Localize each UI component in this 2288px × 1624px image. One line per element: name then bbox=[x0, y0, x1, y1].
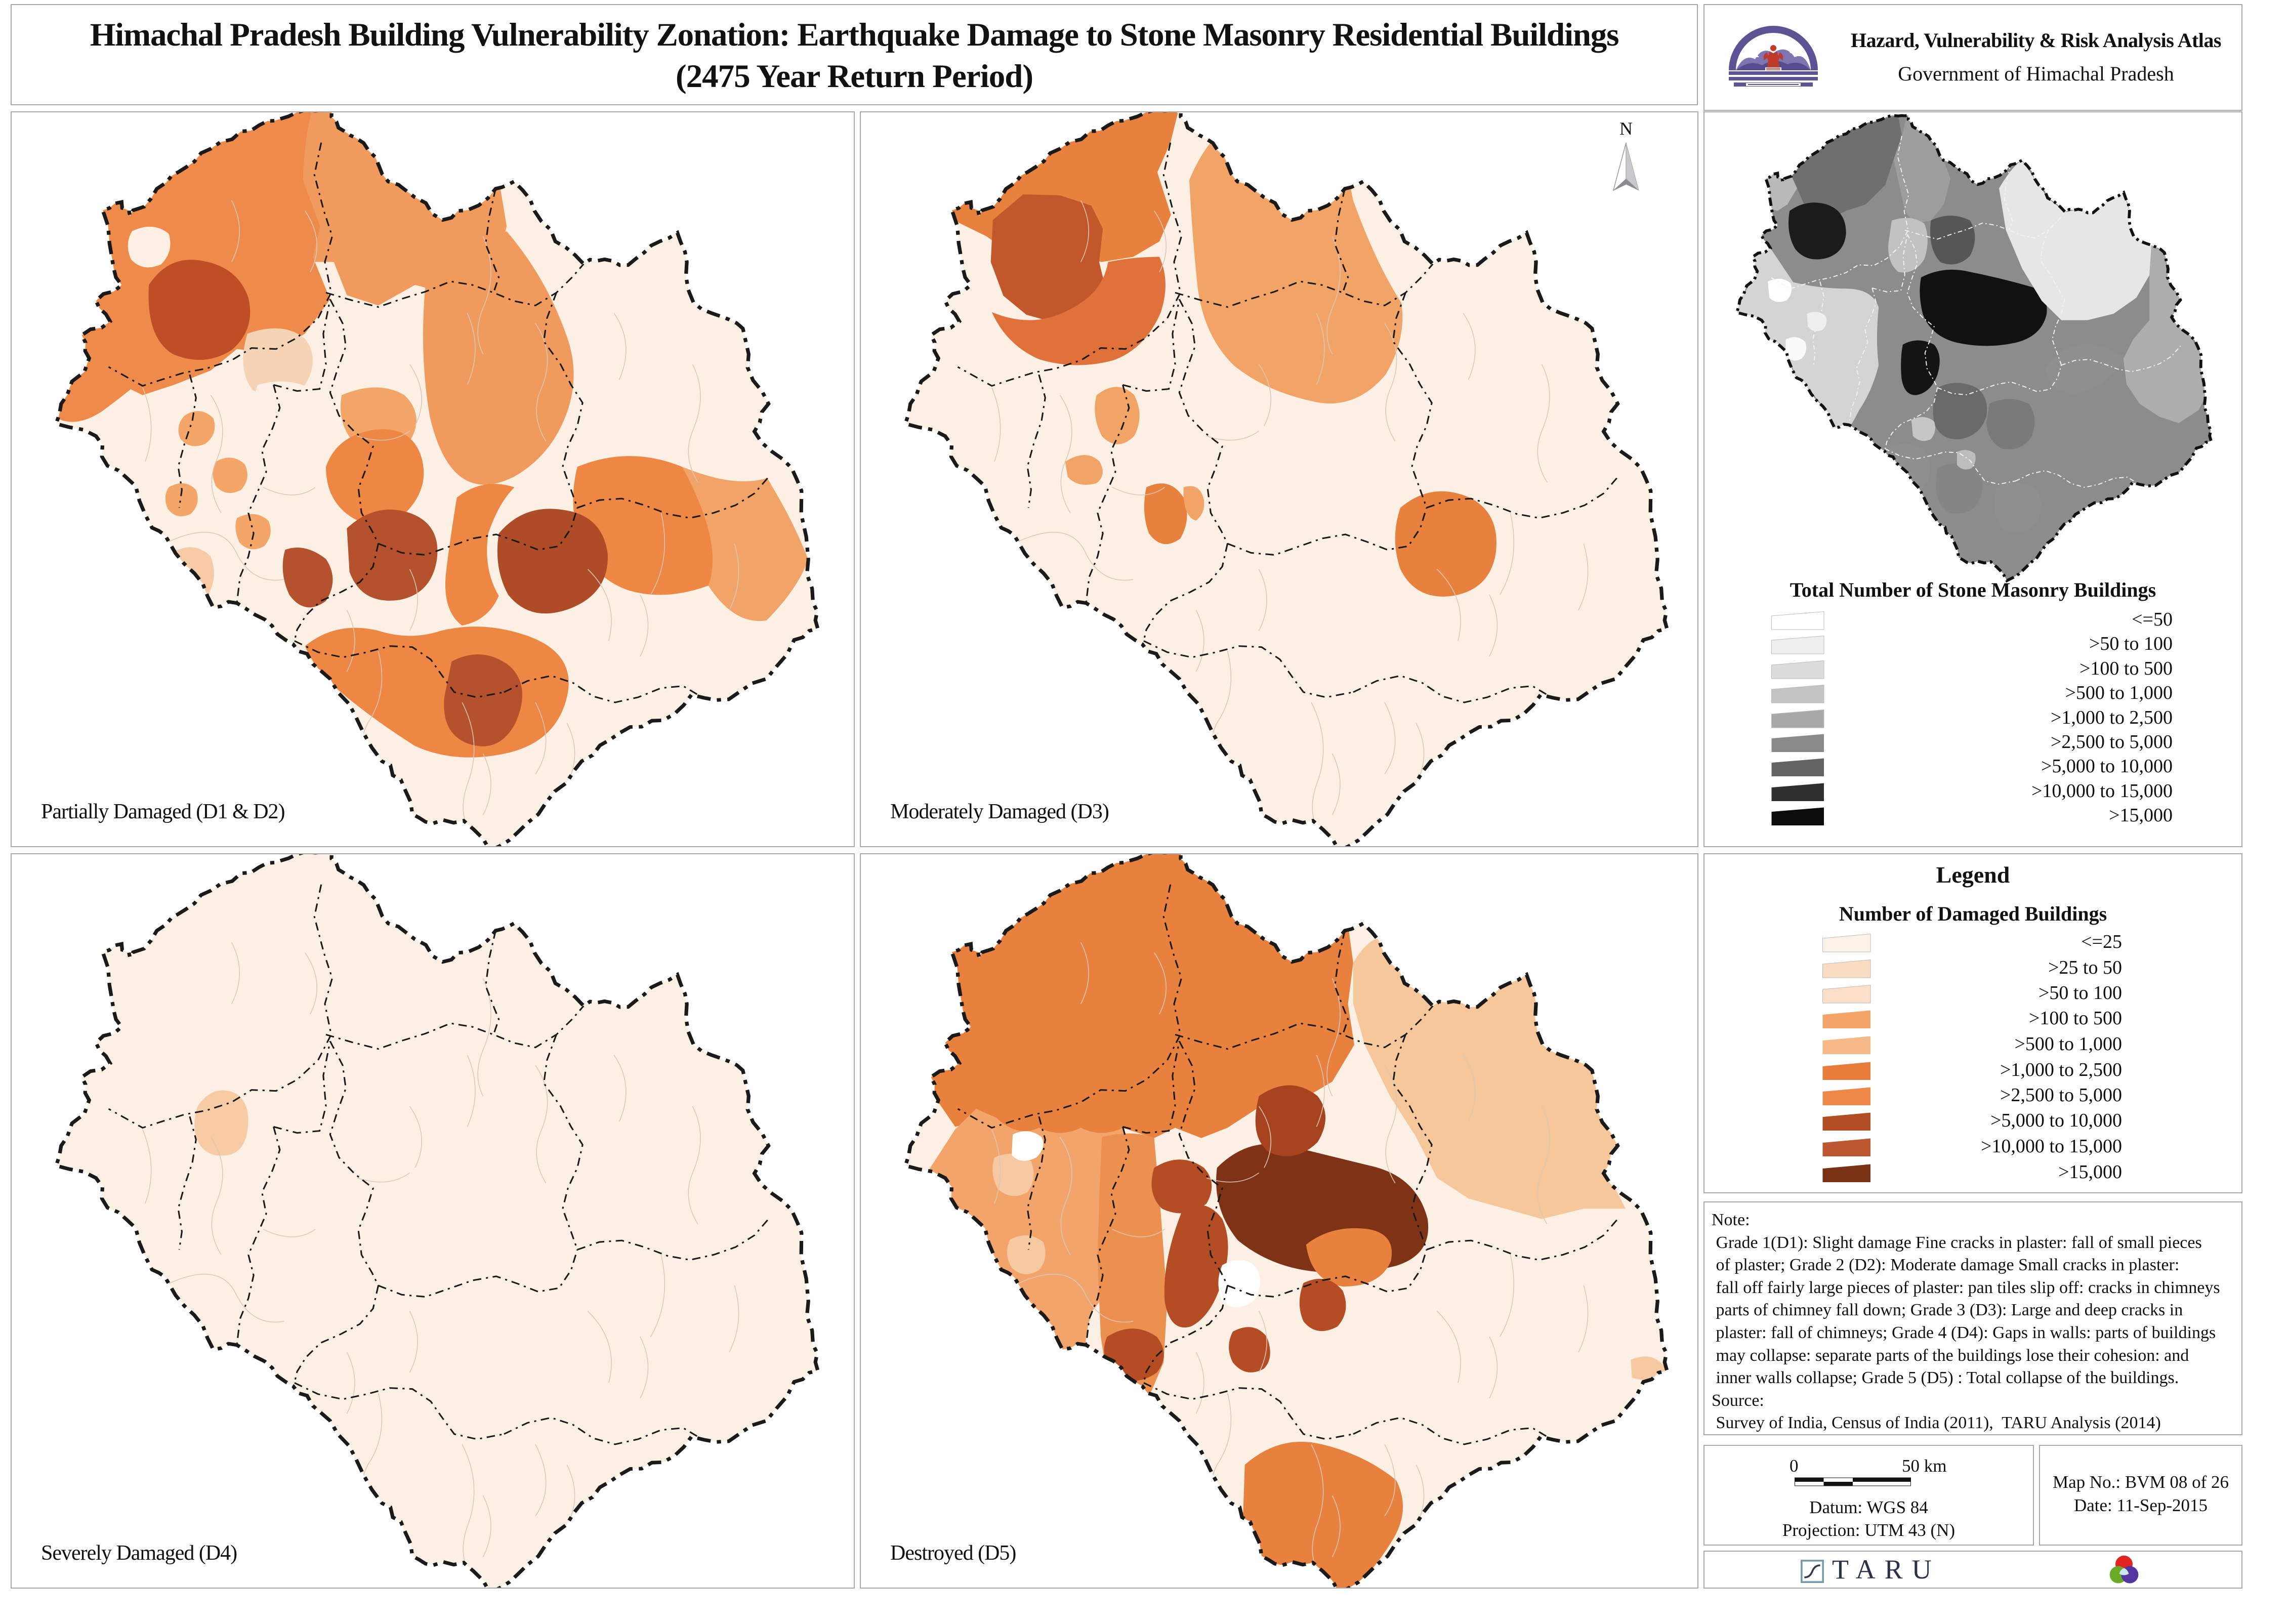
svg-text:N: N bbox=[1619, 119, 1633, 139]
